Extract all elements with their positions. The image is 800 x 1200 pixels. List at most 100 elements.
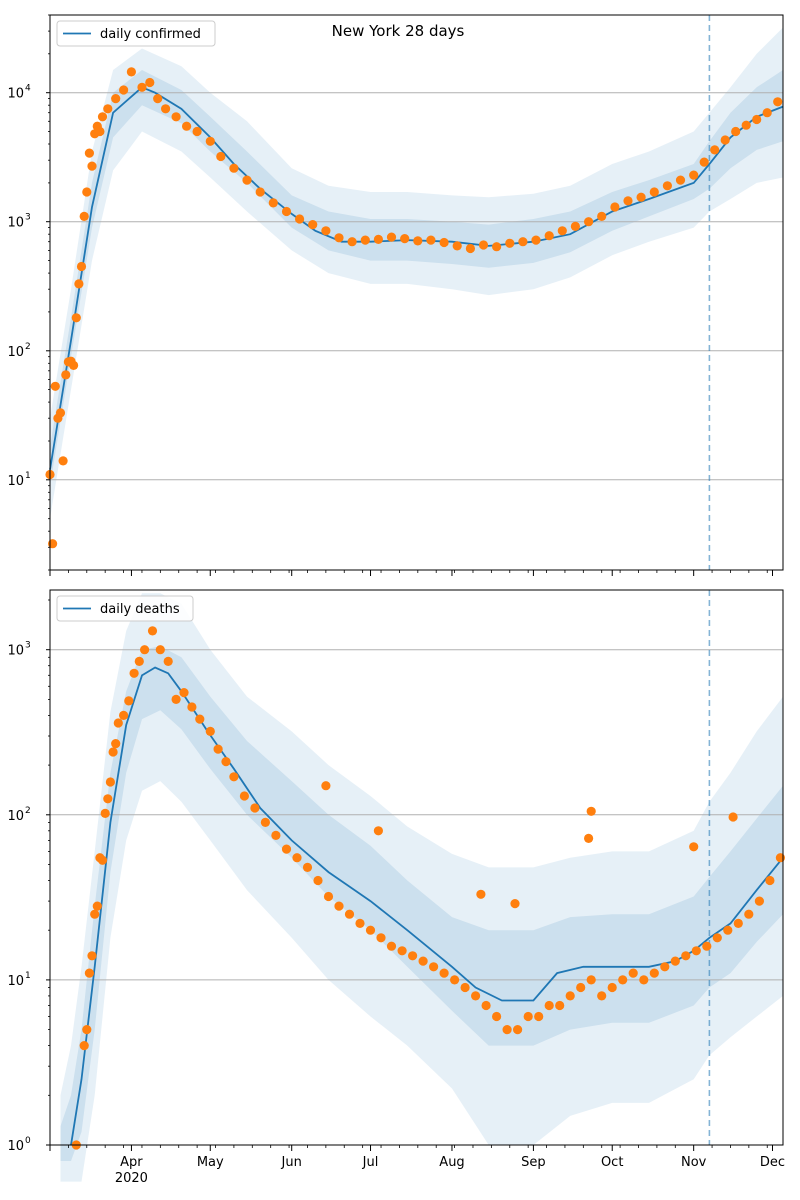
observed-point: [465, 243, 475, 254]
observed-point: [82, 187, 92, 197]
observed-point: [347, 237, 357, 247]
observed-point: [712, 933, 722, 943]
observed-point: [360, 235, 370, 245]
observed-point: [355, 918, 365, 929]
observed-point: [675, 175, 686, 185]
confirmed-legend: daily confirmed: [56, 20, 216, 47]
observed-point: [426, 235, 436, 245]
observed-point: [386, 232, 397, 242]
observed-point: [597, 991, 607, 1001]
observed-point: [187, 702, 197, 712]
confirmed-gridlines: [50, 92, 783, 481]
observed-point: [636, 192, 646, 202]
observed-point: [103, 794, 113, 804]
observed-point: [728, 812, 738, 822]
y-tick-label: 10: [7, 87, 24, 102]
observed-point: [639, 975, 649, 985]
x-tick-label: Oct: [601, 1155, 623, 1170]
observed-point: [408, 951, 418, 961]
observed-point: [255, 187, 265, 197]
observed-point: [292, 853, 302, 863]
observed-point: [334, 901, 344, 911]
observed-point: [610, 202, 620, 212]
observed-point: [321, 226, 331, 236]
observed-point: [302, 862, 313, 873]
observed-point: [145, 77, 155, 88]
uncertainty-band-0: [50, 27, 783, 519]
observed-point: [365, 925, 376, 935]
observed-point: [681, 951, 691, 961]
observed-point: [321, 781, 331, 791]
deaths-legend: daily deaths: [56, 595, 194, 622]
observed-point: [129, 668, 139, 678]
observed-point: [163, 656, 173, 667]
observed-point: [418, 956, 428, 966]
y-tick-label: 10: [7, 809, 24, 824]
observed-point: [182, 121, 192, 131]
observed-point: [221, 757, 231, 767]
observed-point: [126, 67, 136, 77]
y-tick-exponent: 1: [25, 971, 31, 981]
observed-point: [710, 145, 720, 155]
y-tick-label: 10: [7, 216, 24, 231]
observed-point: [584, 833, 594, 844]
observed-point: [584, 217, 594, 227]
y-tick-label: 10: [7, 974, 24, 989]
observed-point: [103, 104, 113, 114]
observed-point: [161, 104, 171, 114]
observed-point: [460, 982, 470, 993]
observed-point: [79, 211, 89, 221]
observed-point: [271, 830, 281, 841]
chart-title: New York 28 days: [332, 22, 465, 40]
observed-point: [689, 842, 699, 852]
observed-point: [213, 744, 223, 754]
observed-point: [69, 360, 79, 370]
observed-point: [586, 806, 596, 816]
observed-point: [323, 891, 334, 902]
observed-point: [268, 198, 278, 208]
observed-point: [95, 126, 105, 137]
observed-point: [90, 909, 100, 919]
deaths-uncertainty-bands: [60, 593, 783, 1182]
observed-point: [205, 726, 215, 737]
observed-point: [242, 175, 252, 185]
observed-point: [84, 968, 94, 978]
observed-point: [205, 136, 215, 146]
observed-point: [373, 826, 383, 836]
y-tick-exponent: 2: [25, 806, 31, 816]
observed-point: [113, 718, 123, 728]
observed-point: [762, 108, 772, 118]
observed-point: [570, 221, 581, 231]
observed-point: [55, 408, 66, 418]
observed-point: [534, 1011, 544, 1022]
observed-point: [334, 233, 344, 243]
observed-point: [155, 645, 165, 655]
observed-point: [386, 941, 397, 951]
observed-point: [513, 1025, 523, 1035]
uncertainty-band-1: [60, 646, 783, 1161]
y-tick-exponent: 2: [25, 342, 31, 352]
observed-point: [565, 991, 575, 1001]
y-tick-label: 10: [7, 1139, 24, 1154]
observed-point: [702, 941, 712, 951]
observed-point: [689, 170, 699, 180]
observed-point: [50, 381, 60, 391]
observed-point: [597, 211, 607, 221]
observed-point: [192, 126, 202, 137]
observed-point: [97, 112, 108, 122]
observed-point: [74, 279, 84, 289]
observed-point: [229, 163, 239, 173]
confirmed-observed-points: [45, 67, 783, 549]
plot-frame: [49, 589, 784, 1146]
observed-point: [179, 688, 189, 698]
observed-point: [119, 710, 129, 721]
y-tick-exponent: 3: [25, 641, 31, 651]
observed-point: [773, 97, 783, 107]
plot-frame: [49, 14, 784, 571]
y-tick-exponent: 0: [25, 1136, 31, 1146]
observed-point: [699, 157, 709, 167]
observed-point: [137, 82, 147, 92]
